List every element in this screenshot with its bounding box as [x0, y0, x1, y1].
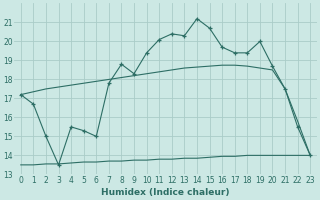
X-axis label: Humidex (Indice chaleur): Humidex (Indice chaleur): [101, 188, 230, 197]
